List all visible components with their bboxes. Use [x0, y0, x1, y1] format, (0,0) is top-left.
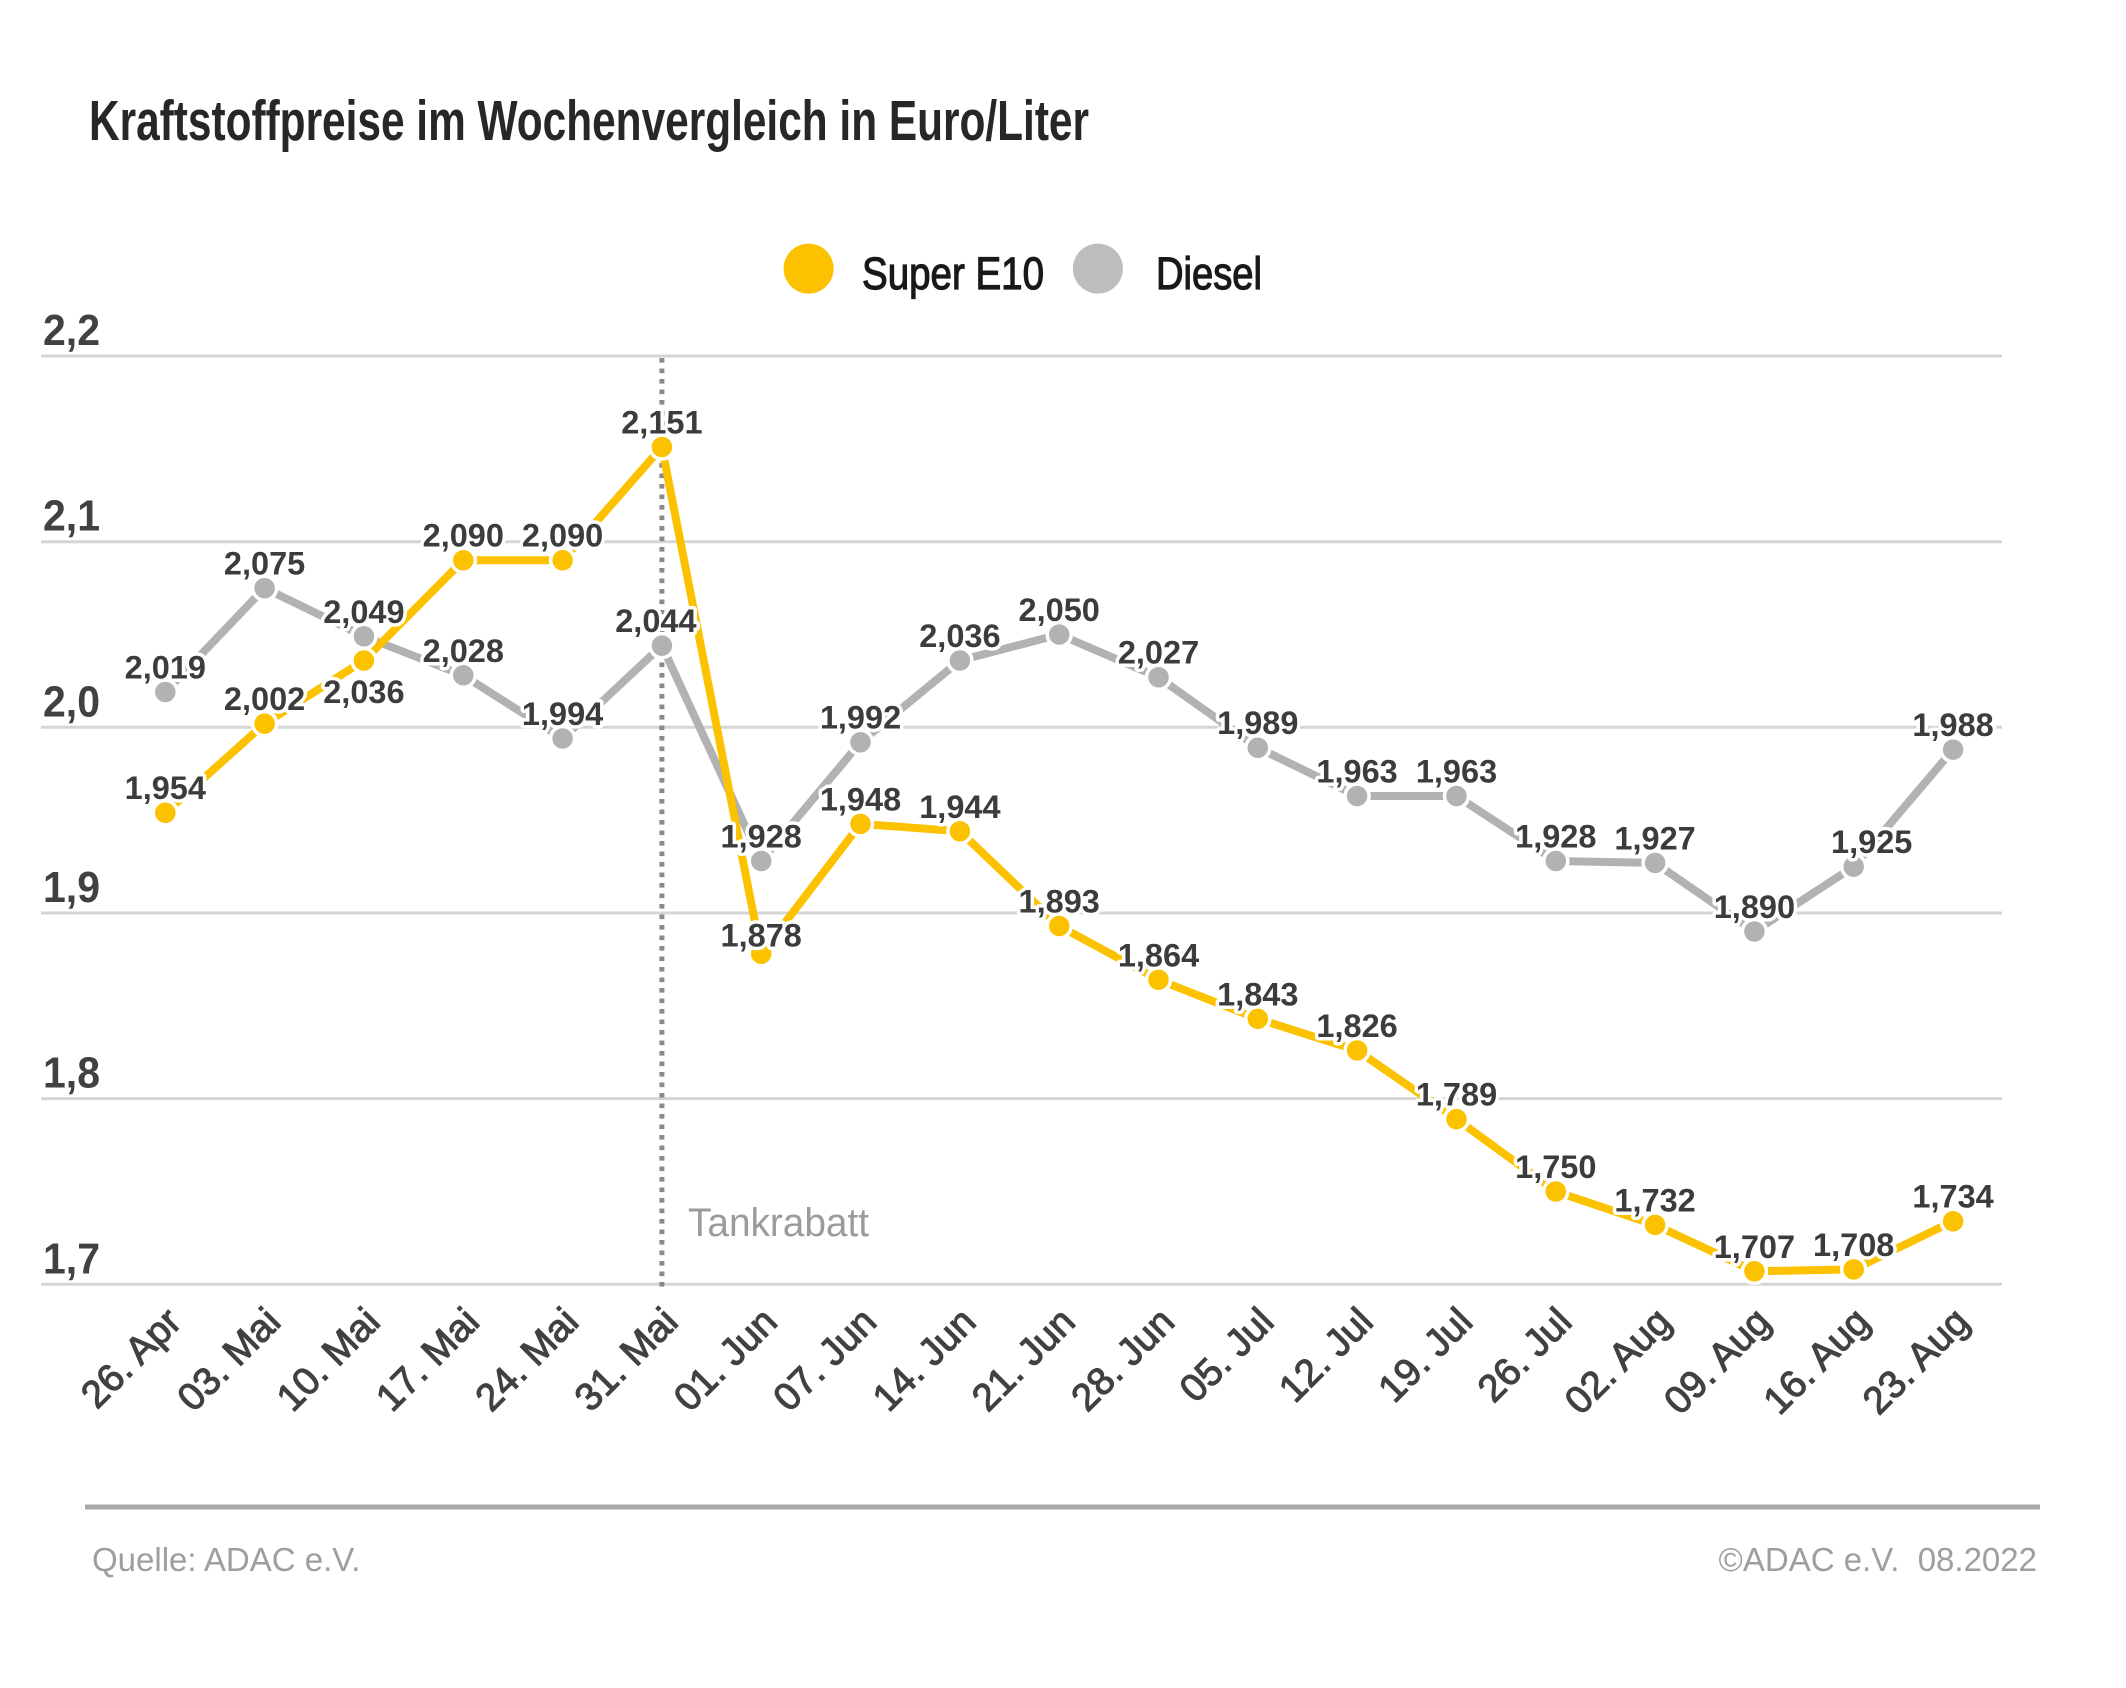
svg-text:1,708: 1,708	[1813, 1227, 1894, 1263]
svg-text:2,0: 2,0	[43, 677, 100, 726]
svg-text:2,1: 2,1	[43, 492, 100, 541]
svg-text:1,878: 1,878	[721, 917, 802, 953]
svg-text:1,864: 1,864	[1118, 937, 1199, 973]
svg-text:2,027: 2,027	[1118, 635, 1199, 671]
svg-text:1,843: 1,843	[1217, 976, 1298, 1012]
svg-text:2,090: 2,090	[522, 518, 603, 554]
svg-text:2,028: 2,028	[423, 633, 504, 669]
svg-text:2,151: 2,151	[621, 405, 702, 441]
svg-text:1,989: 1,989	[1217, 705, 1298, 741]
svg-text:1,7: 1,7	[43, 1234, 100, 1283]
svg-text:1,954: 1,954	[125, 770, 206, 806]
svg-text:1,927: 1,927	[1614, 820, 1695, 856]
svg-text:2,049: 2,049	[323, 594, 404, 630]
svg-text:1,928: 1,928	[721, 819, 802, 855]
svg-text:2,2: 2,2	[43, 306, 100, 355]
svg-text:2,019: 2,019	[125, 650, 206, 686]
svg-text:2,036: 2,036	[919, 618, 1000, 654]
svg-text:1,963: 1,963	[1316, 754, 1397, 790]
svg-text:2,036: 2,036	[323, 674, 404, 710]
svg-text:Diesel: Diesel	[1156, 248, 1262, 299]
svg-text:1,963: 1,963	[1416, 754, 1497, 790]
svg-text:1,8: 1,8	[43, 1049, 100, 1098]
svg-text:Quelle: ADAC e.V.: Quelle: ADAC e.V.	[92, 1541, 360, 1578]
svg-text:Kraftstoffpreise im Wochenverg: Kraftstoffpreise im Wochenvergleich in E…	[89, 89, 1089, 153]
svg-text:1,890: 1,890	[1714, 889, 1795, 925]
svg-text:1,893: 1,893	[1019, 884, 1100, 920]
svg-text:2,090: 2,090	[423, 518, 504, 554]
svg-text:1,988: 1,988	[1912, 707, 1993, 743]
svg-text:1,925: 1,925	[1831, 824, 1912, 860]
svg-text:1,928: 1,928	[1515, 819, 1596, 855]
svg-text:1,994: 1,994	[522, 696, 603, 732]
svg-text:2,075: 2,075	[224, 546, 305, 582]
svg-text:1,944: 1,944	[919, 789, 1000, 825]
svg-text:2,002: 2,002	[224, 681, 305, 717]
svg-text:1,826: 1,826	[1316, 1008, 1397, 1044]
svg-text:2,050: 2,050	[1019, 592, 1100, 628]
svg-text:1,789: 1,789	[1416, 1077, 1497, 1113]
svg-text:©ADAC e.V. 08.2022: ©ADAC e.V. 08.2022	[1719, 1541, 2037, 1578]
svg-text:1,992: 1,992	[820, 700, 901, 736]
svg-text:1,732: 1,732	[1614, 1182, 1695, 1218]
svg-text:1,750: 1,750	[1515, 1149, 1596, 1185]
svg-text:1,9: 1,9	[43, 863, 100, 912]
svg-text:2,044: 2,044	[615, 603, 696, 639]
svg-text:1,948: 1,948	[820, 781, 901, 817]
svg-text:Tankrabatt: Tankrabatt	[688, 1201, 869, 1245]
svg-text:1,707: 1,707	[1714, 1229, 1795, 1265]
svg-text:1,734: 1,734	[1912, 1179, 1993, 1215]
svg-text:Super E10: Super E10	[862, 248, 1044, 299]
